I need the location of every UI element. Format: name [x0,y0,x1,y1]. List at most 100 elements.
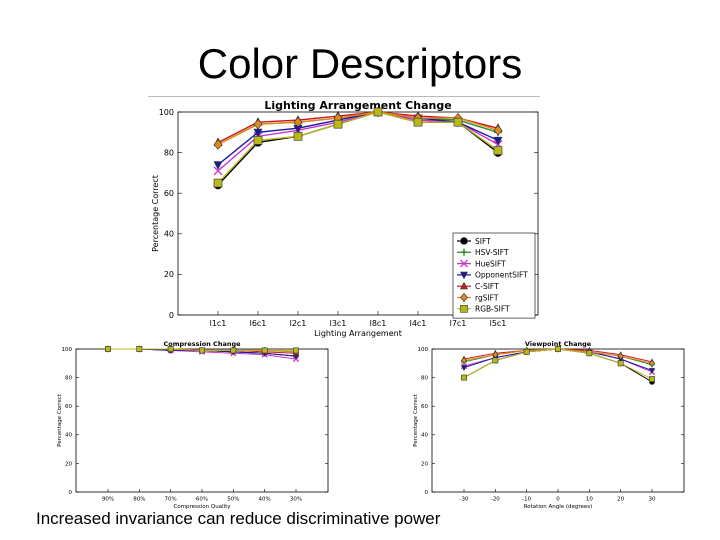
compression-data-point [199,347,205,354]
lighting-y-tick-label: 0 [169,311,174,320]
title-divider [148,96,540,97]
legend-marker [460,292,468,303]
viewpoint-x-tick-label: -30 [460,497,469,503]
legend-label: HSV-SIFT [475,248,509,257]
viewpoint-data-point [492,357,499,364]
viewpoint-series-rgb-sift [461,346,655,382]
lighting-x-tick-label: l8c1 [370,319,387,328]
compression-y-tick-label: 0 [69,490,73,496]
viewpoint-x-tick-label: 30 [649,497,656,503]
viewpoint-data-point [617,360,624,367]
compression-plot-frame [75,348,329,493]
viewpoint-y-tick-label: 60 [421,404,428,410]
viewpoint-y-tick-label: 20 [421,461,428,467]
slide-caption: Increased invariance can reduce discrimi… [36,509,441,528]
viewpoint-data-point [649,376,655,382]
viewpoint-data-point [460,365,468,372]
compression-x-tick-label: 40% [259,497,271,503]
compression-x-tick-label: 60% [196,497,208,503]
compression-y-axis-label: Percentage Correct [57,393,63,447]
lighting-legend: SIFT HSV-SIFT HueSIFT OpponentSIFT C-SIFT rgS… [452,232,536,319]
lighting-data-point [293,132,303,141]
legend-label: RGB-SIFT [475,305,510,314]
viewpoint-data-point [586,350,593,357]
compression-data-point [230,347,237,354]
viewpoint-y-tick-label: 80 [421,376,428,382]
viewpoint-x-tick-label: 20 [617,497,624,503]
lighting-y-tick-label: 100 [159,108,174,117]
legend-marker [460,237,468,245]
lighting-plot-frame [177,111,539,316]
lighting-y-tick-label: 60 [164,189,174,198]
viewpoint-data-point [461,374,467,381]
lighting-series-line [217,111,499,184]
lighting-data-point [253,118,263,130]
compression-y-tick-label: 100 [62,347,73,353]
lighting-y-tick-label: 20 [164,270,174,279]
legend-marker [460,281,468,290]
compression-x-tick-label: 30% [290,497,302,503]
lighting-data-point [213,139,223,150]
lighting-data-point [213,178,223,188]
compression-x-axis-label: Compression Quality [173,504,231,510]
legend-label: OpponentSIFT [475,271,528,280]
legend-label: SIFT [475,237,491,246]
lighting-x-tick-label: l7c1 [450,319,467,328]
compression-data-point [293,347,299,354]
lighting-x-tick-label: l5c1 [490,319,507,328]
lighting-chart: Lighting Arrangement Change 0 20 40 60 80 100 l… [151,99,539,338]
viewpoint-data-point [461,356,467,365]
viewpoint-x-tick-label: 10 [586,497,593,503]
viewpoint-data-point [648,368,656,374]
compression-y-tick-label: 40 [65,433,72,439]
viewpoint-chart-title: Viewpoint Change [525,340,592,348]
lighting-y-axis-label: Percentage Correct [151,175,160,252]
viewpoint-y-tick-label: 100 [418,347,429,353]
lighting-data-point [213,161,223,170]
viewpoint-x-tick-label: -20 [491,497,500,503]
legend-marker [460,304,468,313]
viewpoint-y-tick-label: 40 [421,433,428,439]
legend-label: rgSIFT [475,293,499,302]
compression-x-tick-label: 80% [133,497,145,503]
legend-label: C-SIFT [475,282,499,291]
lighting-x-tick-label: l3c1 [330,319,347,328]
legend-marker [460,259,468,268]
lighting-x-tick-label: l1c1 [210,319,227,328]
compression-y-tick-label: 80 [65,376,72,382]
legend-box [452,232,536,319]
viewpoint-x-axis-label: Rotation Angle (degrees) [524,504,593,510]
lighting-data-point [493,136,503,146]
lighting-data-point [213,166,223,176]
legend-marker [460,248,468,256]
compression-x-tick-label: 50% [227,497,239,503]
slide-title: Color Descriptors [197,40,523,87]
compression-y-tick-label: 20 [65,461,72,467]
lighting-data-point [493,125,503,136]
lighting-data-point [373,107,383,117]
lighting-y-tick-label: 80 [164,148,174,157]
viewpoint-plot-frame [431,348,685,493]
viewpoint-data-point [649,359,655,367]
lighting-y-tick-label: 40 [164,230,174,239]
compression-x-tick-label: 70% [165,497,177,503]
compression-data-point [167,346,174,352]
compression-series-rgb-sift [105,346,299,354]
compression-chart-title: Compression Change [163,340,241,348]
lighting-data-point [493,146,503,155]
lighting-data-point [333,119,343,129]
compression-data-point [105,346,111,352]
lighting-data-point [413,117,423,127]
lighting-data-point [453,117,463,127]
compression-data-point [136,346,143,352]
lighting-x-tick-label: l6c1 [250,319,267,328]
lighting-x-tick-label: l4c1 [410,319,427,328]
lighting-series-rgb-sift [213,107,503,188]
viewpoint-x-tick-label: -10 [522,497,531,503]
lighting-x-axis-label: Lighting Arrangement [314,329,402,338]
viewpoint-data-point [617,352,624,360]
lighting-data-point [293,116,303,128]
legend-label: HueSIFT [475,259,506,268]
lighting-x-tick-label: l2c1 [290,319,307,328]
